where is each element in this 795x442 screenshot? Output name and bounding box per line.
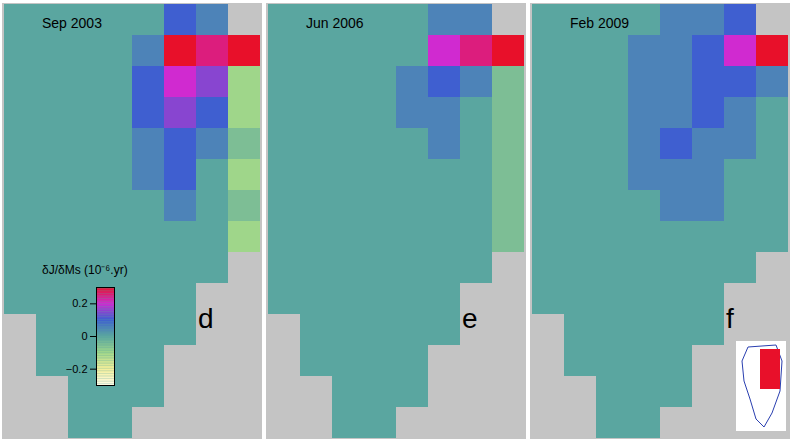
html-text:Sep 2003: Sep 2003 [42,15,102,31]
svg-text:0.2: 0.2 [72,297,87,309]
html-text:Feb 2009: Feb 2009 [570,15,630,31]
html-text:d: d [198,303,214,334]
html-text:δJ/δMs (10⁻⁶.yr): δJ/δMs (10⁻⁶.yr) [42,263,128,277]
html-text:e: e [462,303,478,334]
svg-text:−0.2: −0.2 [66,363,88,375]
svg-text:0: 0 [81,330,87,342]
html-text:f: f [726,303,734,334]
html-text:Jun 2006: Jun 2006 [306,15,364,31]
